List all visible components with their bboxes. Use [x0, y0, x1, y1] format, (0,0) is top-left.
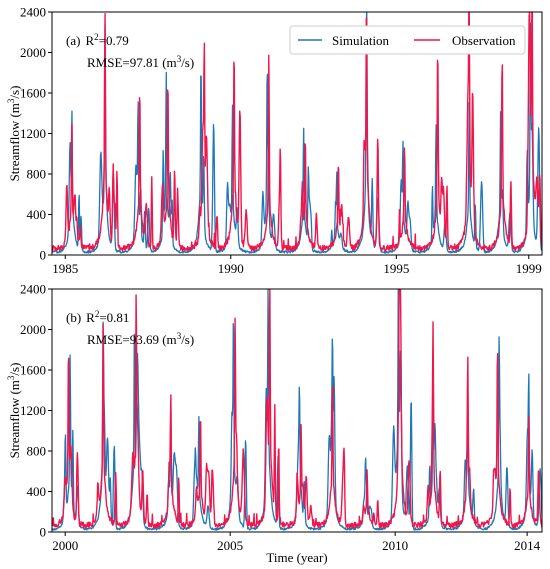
y-tick-label: 2000 — [20, 322, 46, 337]
x-tick-label: 2014 — [514, 538, 541, 553]
observation-series-line-panel-a — [52, 12, 542, 252]
y-tick-label: 400 — [27, 207, 47, 222]
legend-simulation-label: Simulation — [332, 33, 390, 48]
panel-b-x-ticks: 2000 2005 2010 2014 — [52, 532, 541, 553]
y-tick-label: 800 — [27, 444, 47, 459]
x-tick-label: 1995 — [383, 261, 409, 276]
legend-box — [289, 25, 526, 55]
panel-a-y-ticks: 0 400 800 1200 1600 2000 2400 — [20, 5, 52, 263]
y-tick-label: 0 — [40, 525, 47, 540]
x-tick-label: 2000 — [52, 538, 78, 553]
legend-observation-label: Observation — [452, 33, 516, 48]
panel-b-y-axis-label: Streamflow (m3/s) — [6, 363, 22, 459]
panel-a-plot-area — [52, 12, 542, 254]
y-tick-label: 400 — [27, 484, 47, 499]
panel-a-y-axis-label: Streamflow (m3/s) — [6, 86, 22, 182]
y-tick-label: 1200 — [20, 403, 46, 418]
x-tick-label: 1990 — [218, 261, 244, 276]
y-tick-label: 800 — [27, 167, 47, 182]
x-tick-label: 1985 — [52, 261, 78, 276]
x-tick-label: 1999 — [516, 261, 542, 276]
y-tick-label: 1600 — [20, 363, 46, 378]
panel-b-plot-area — [52, 289, 542, 531]
panel-a-x-ticks: 1985 1990 1995 1999 — [52, 255, 542, 276]
y-tick-label: 2400 — [20, 5, 46, 20]
y-tick-label: 1200 — [20, 126, 46, 141]
x-tick-label: 2005 — [217, 538, 243, 553]
panel-b-y-ticks: 0 400 800 1200 1600 2000 2400 — [20, 282, 52, 540]
observation-series-line-panel-b — [52, 289, 542, 529]
y-tick-label: 2400 — [20, 282, 46, 297]
y-tick-label: 2000 — [20, 45, 46, 60]
panel-a-rmse-annotation: RMSE=97.81 (m3/s) — [87, 54, 194, 70]
panel-a: 0 400 800 1200 1600 2000 2400 1985 1990 1995 1999… — [6, 5, 543, 276]
panel-a-r2-annotation: (a) R2=0.79 — [66, 32, 129, 48]
x-tick-label: 2010 — [382, 538, 408, 553]
legend: Simulation Observation — [289, 25, 526, 55]
y-tick-label: 1600 — [20, 86, 46, 101]
y-tick-label: 0 — [40, 248, 47, 263]
panel-b-rmse-annotation: RMSE=93.69 (m3/s) — [87, 331, 194, 347]
panel-b: 0 400 800 1200 1600 2000 2400 2000 2005 2010 2014… — [6, 282, 543, 565]
x-axis-label: Time (year) — [266, 550, 327, 565]
panel-b-r2-annotation: (b) R2=0.81 — [66, 309, 129, 325]
